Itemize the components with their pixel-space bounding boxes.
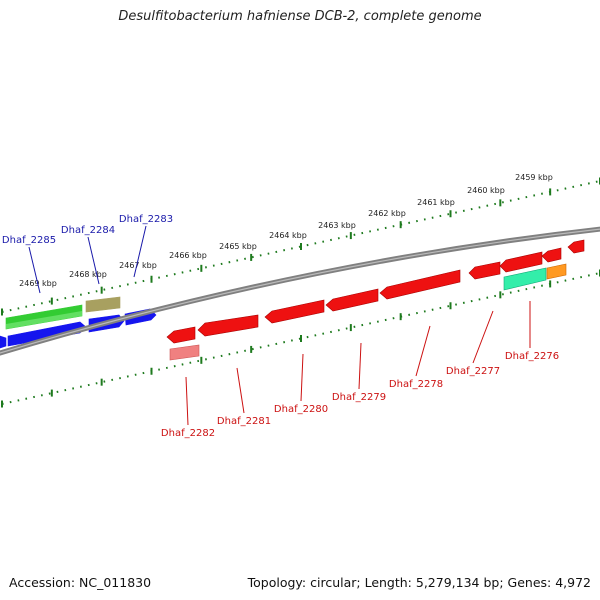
gene-labels: Dhaf_2285Dhaf_2284Dhaf_2283Dhaf_2282Dhaf… — [2, 214, 559, 439]
kbp-tick-label: 2463 kbp — [318, 221, 356, 230]
cds-red-9 — [567, 239, 585, 254]
cds-pink — [169, 344, 200, 361]
gene-label-reverse: Dhaf_2279 — [332, 392, 386, 403]
gene-connector — [185, 376, 189, 426]
genome-backbone — [0, 226, 600, 356]
cds-olive — [85, 296, 121, 313]
map-title: Desulfitobacterium hafniense DCB-2, comp… — [118, 9, 482, 24]
backbone-highlight — [0, 228, 600, 354]
gene-features — [0, 239, 585, 361]
cds-blue-0 — [0, 335, 7, 349]
kbp-tick-label: 2464 kbp — [269, 231, 307, 240]
gene-label-reverse: Dhaf_2280 — [274, 404, 328, 415]
kbp-tick-label: 2462 kbp — [368, 209, 406, 218]
cds-red-2 — [197, 314, 259, 337]
kbp-tick-label: 2466 kbp — [169, 251, 207, 260]
kbp-tick-label: 2468 kbp — [69, 270, 107, 279]
gene-connector — [133, 225, 147, 278]
accession-text: Accession: NC_011830 — [9, 575, 152, 590]
cds-teal — [503, 267, 547, 291]
gene-label-reverse: Dhaf_2276 — [505, 351, 559, 362]
gene-connector — [472, 310, 494, 364]
gene-label-forward: Dhaf_2283 — [119, 214, 173, 225]
kbp-tick-label: 2460 kbp — [467, 186, 505, 195]
kbp-tick-label: 2461 kbp — [417, 198, 455, 207]
gene-label-forward: Dhaf_2284 — [61, 225, 115, 236]
cds-orange — [546, 263, 567, 280]
cds-red-6 — [468, 261, 501, 280]
gene-connector — [415, 325, 431, 377]
gene-label-reverse: Dhaf_2277 — [446, 366, 500, 377]
outer-ruler — [1, 177, 600, 316]
gene-connector — [358, 342, 362, 390]
gene-connector — [28, 246, 41, 294]
kbp-tick-label: 2467 kbp — [119, 261, 157, 270]
cds-red-5 — [379, 269, 461, 300]
cds-red-8 — [541, 247, 562, 263]
cds-red-4 — [325, 288, 379, 312]
gene-label-reverse: Dhaf_2281 — [217, 416, 271, 427]
kbp-tick-label: 2465 kbp — [219, 242, 257, 251]
cds-red-1 — [166, 326, 196, 344]
genome-summary-text: Topology: circular; Length: 5,279,134 bp… — [247, 575, 591, 590]
gene-label-forward: Dhaf_2285 — [2, 235, 56, 246]
gene-label-reverse: Dhaf_2278 — [389, 379, 443, 390]
inner-ruler — [1, 269, 600, 408]
gene-connector — [236, 367, 245, 414]
gene-label-reverse: Dhaf_2282 — [161, 428, 215, 439]
cds-red-7 — [499, 251, 543, 273]
gene-connector — [87, 236, 100, 285]
gene-connector — [300, 353, 304, 402]
cds-red-3 — [264, 299, 325, 324]
cds-green-shade — [6, 311, 82, 329]
kbp-tick-label: 2459 kbp — [515, 173, 553, 182]
